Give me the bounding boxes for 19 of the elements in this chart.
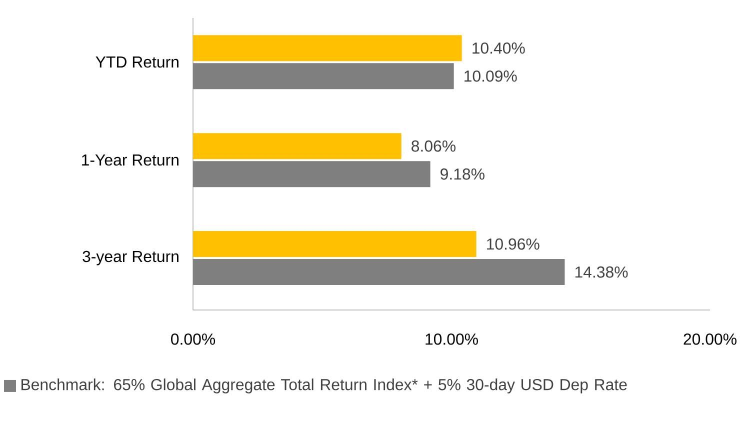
bar [193,63,454,90]
y-tick-label: 1-Year Return [82,154,178,166]
x-tick-label: 0.00% [171,334,216,345]
data-label: 10.09% [464,70,517,82]
bar [193,259,565,286]
bar [193,133,402,160]
y-tick-label: YTD Return [96,56,178,68]
data-label: 8.06% [412,140,456,152]
bar [193,231,476,258]
bar [193,35,462,62]
data-label: 14.38% [575,266,628,278]
y-tick-label: 3-year Return [82,250,178,266]
data-label: 10.96% [487,238,540,250]
data-label: 9.18% [440,168,484,180]
legend-label: Benchmark: 65% Global Aggregate Total Return Index* + 5% 30-day USD Dep Rate [22,378,627,394]
data-label: 10.40% [472,42,525,54]
bar [193,161,430,188]
x-tick-label: 10.00% [426,334,478,345]
x-tick-label: 20.00% [684,334,736,345]
